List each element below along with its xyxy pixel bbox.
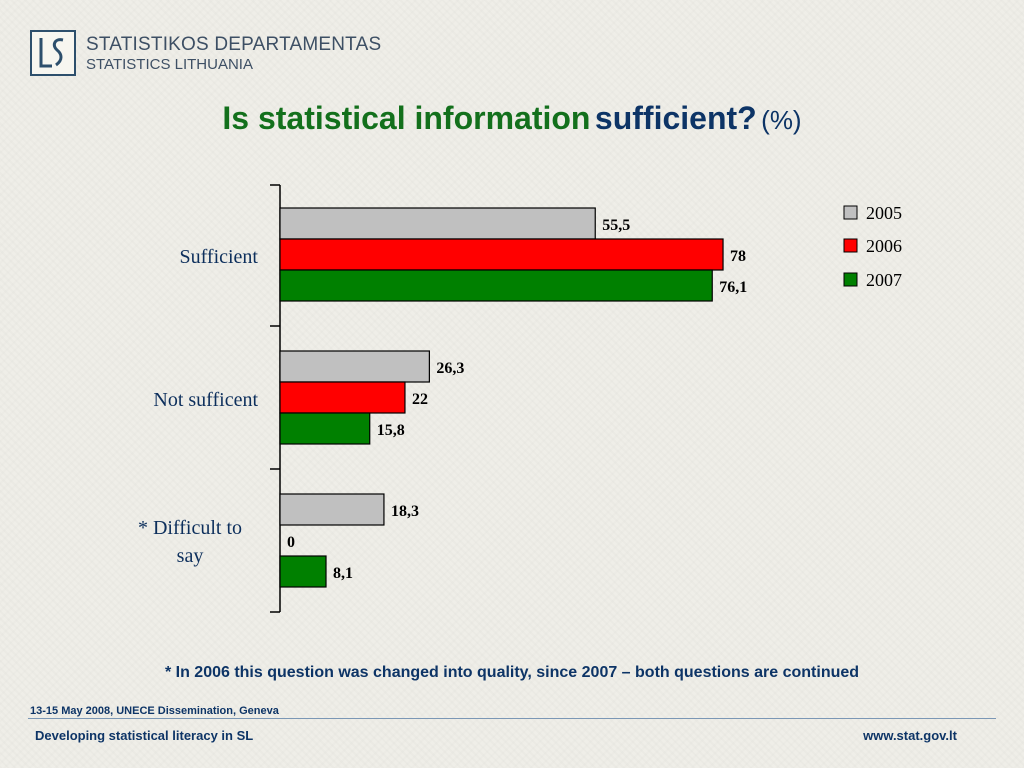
bar-2007-1 [279,412,371,445]
legend-swatch-2005 [843,205,858,220]
data-label: 0 [287,534,295,551]
data-label: 55,5 [602,217,630,234]
title-main: Is statistical information [222,100,591,136]
data-label: 78 [730,248,746,265]
org-name-en: STATISTICS LITHUANIA [86,56,253,73]
bar-2006-1 [279,381,406,414]
logo [30,30,76,76]
footer-divider [28,718,996,719]
title-unit: (%) [761,105,802,135]
bar-2005-2 [279,493,385,526]
data-label: 18,3 [391,503,419,520]
legend-label-2006: 2006 [866,236,902,256]
footer-url: www.stat.gov.lt [863,728,957,743]
org-name-lt: STATISTIKOS DEPARTAMENTAS [86,34,382,55]
page-title: Is statistical information sufficient? (… [0,100,1024,137]
data-label: 15,8 [377,422,405,439]
category-label: Not sufficent [153,389,258,411]
category-label: * Difficult to [138,517,242,539]
footer-left-text: Developing statistical literacy in SL [35,728,254,743]
data-label: 8,1 [333,565,353,582]
data-label: 22 [412,391,428,408]
footnote: * In 2006 this question was changed into… [164,664,860,681]
footer-event: 13-15 May 2008, UNECE Dissemination, Gen… [30,705,279,717]
category-label: Sufficient [179,246,258,268]
bar-2005-1 [279,350,430,383]
bar-2007-2 [279,555,327,588]
data-label: 76,1 [719,279,747,296]
category-label: say [177,545,204,567]
legend-swatch-2006 [843,238,858,253]
bar-2007-0 [279,269,713,302]
data-label: 26,3 [436,360,464,377]
legend-label-2005: 2005 [866,203,902,223]
title-question: sufficient? [594,100,757,136]
bar-2006-0 [279,238,724,271]
legend-swatch-2007 [843,272,858,287]
bar-2005-0 [279,207,596,240]
logo-mark [39,38,64,68]
legend-label-2007: 2007 [866,270,902,290]
